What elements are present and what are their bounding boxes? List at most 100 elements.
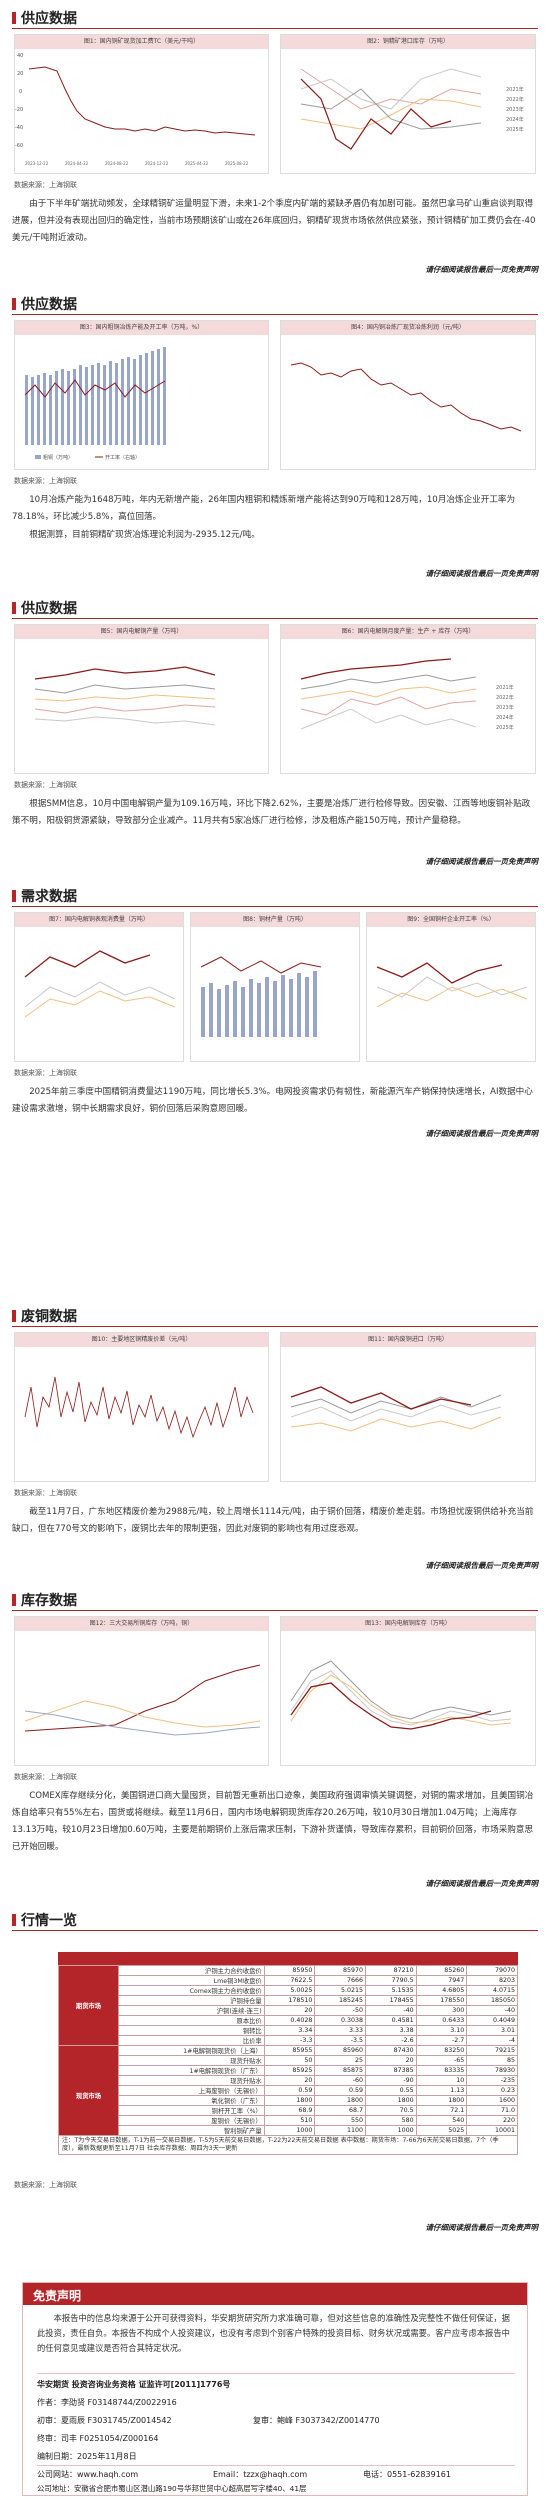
table-cell: 68.9 bbox=[263, 2105, 316, 2116]
table-cell: 540 bbox=[415, 2115, 468, 2126]
row-label: 沪铜(连续-连三) bbox=[118, 2005, 265, 2016]
chart-smelt-profit: 图4：国内铜冶炼厂现货冶炼利润（元/吨） bbox=[280, 320, 536, 470]
legend-label: 2022年 bbox=[496, 694, 514, 701]
table-row: 现货升贴水 20 -60 -90 10 -235 bbox=[59, 2075, 518, 2086]
table-cell: 68.7 bbox=[314, 2105, 366, 2116]
table-row: 现货升贴水 50 25 20 -65 85 bbox=[59, 2055, 518, 2066]
disclaimer-note: 请仔细阅读报告最后一页免责声明 bbox=[425, 569, 539, 578]
series-2023 bbox=[300, 98, 482, 130]
table-cell: 85970 bbox=[314, 1965, 366, 1976]
table-cell: 1000 bbox=[365, 2125, 417, 2136]
section-divider bbox=[12, 1326, 538, 1327]
table-cell: 85925 bbox=[263, 2065, 316, 2076]
table-cell: 1000 bbox=[263, 2125, 316, 2136]
quote-table: 期货市场 沪铜主力合约收盘价 85950 85970 87210 85260 79070 Lm… bbox=[58, 1965, 518, 2146]
row-group-label: 现货市场 bbox=[58, 2045, 119, 2146]
chart-title: 图2：铜精矿港口库存（万吨） bbox=[281, 35, 535, 49]
row-label: 原本比价 bbox=[118, 2015, 265, 2026]
chart-title: 图5：国内电解铜产量（万吨） bbox=[15, 625, 268, 639]
company-email[interactable]: Email：tzzx@haqh.com bbox=[213, 2470, 308, 2479]
section-title: 需求数据 bbox=[12, 886, 77, 906]
row-label: 沪铜持仓量 bbox=[118, 1995, 265, 2006]
chart-title: 图3：国内粗铜冶炼产能及开工率（万吨，%） bbox=[15, 321, 268, 335]
disclaimer-note: 请仔细阅读报告最后一页免责声明 bbox=[425, 1879, 539, 1888]
table-cell: 0.4028 bbox=[263, 2015, 316, 2026]
table-row: 沪铜持仓量 178510 185245 178455 178550 185050 bbox=[59, 1995, 518, 2006]
table-cell: 85960 bbox=[314, 2045, 366, 2056]
table-cell: 20 bbox=[365, 2055, 417, 2066]
table-cell: 1600 bbox=[466, 2095, 518, 2106]
chart-cathode-monthly: 图6：国内电解铜月度产量：生产 + 库存（万吨） 2021年 2022年 202… bbox=[280, 624, 536, 774]
table-cell: -3.5 bbox=[314, 2035, 366, 2046]
chart-title: 图9：全国铜杆企业开工率（%） bbox=[367, 913, 535, 927]
chart-smelt-capacity: 图3：国内粗铜冶炼产能及开工率（万吨，%） 粗铜（万吨） 开工率（右轴） bbox=[14, 320, 269, 470]
table-cell: 1800 bbox=[365, 2095, 417, 2106]
chart-consumption-plot bbox=[24, 950, 176, 1018]
table-row: 现货市场 1#电解铜铜现货价（上海） 85955 85960 87430 83250 792… bbox=[58, 2045, 518, 2146]
table-row: 铜转比 3.34 3.33 3.38 3.10 3.01 bbox=[59, 2025, 518, 2036]
legend-label: 开工率（右轴） bbox=[105, 454, 140, 461]
chart-port-inventory: 图2：铜精矿港口库存（万吨） 2021年 2022年 2023年 2024年 2… bbox=[280, 34, 536, 174]
section-title: 供应数据 bbox=[12, 598, 77, 618]
table-cell: 25 bbox=[314, 2055, 366, 2066]
table-cell: 10 bbox=[415, 2075, 468, 2086]
table-cell: 0.59 bbox=[263, 2085, 316, 2096]
table-cell: 7947 bbox=[415, 1975, 468, 1986]
table-cell: 0.6433 bbox=[415, 2015, 468, 2026]
table-cell: 71.0 bbox=[466, 2105, 518, 2116]
table-cell: 4.6805 bbox=[415, 1985, 468, 1996]
section-title: 行情一览 bbox=[12, 1910, 77, 1930]
row-label: 铜转比 bbox=[118, 2025, 265, 2036]
company-website[interactable]: 公司网站：www.haqh.com bbox=[37, 2470, 139, 2479]
disclaimer-note: 请仔细阅读报告最后一页免责声明 bbox=[425, 1129, 539, 1138]
legend-label: 粗铜（万吨） bbox=[43, 454, 73, 461]
section-title: 废铜数据 bbox=[12, 1306, 77, 1326]
chart-rod-utilization: 图9：全国铜杆企业开工率（%） bbox=[366, 912, 536, 1062]
table-row: Lme铜3M收盘价 7622.5 7666 7790.5 7947 8203 bbox=[59, 1975, 518, 1986]
paragraph: 10月冶炼产能为1648万吨，年内无新增产能，26年国内粗铜和精炼新增产能将达到… bbox=[12, 495, 516, 522]
chart-title: 图11：国内废铜进口（万吨） bbox=[281, 1333, 535, 1347]
table-cell: 8203 bbox=[466, 1975, 518, 1986]
chart-products-plot bbox=[200, 956, 322, 1037]
x-tick: 2025-04-22 bbox=[185, 161, 209, 166]
y-tick: 0 bbox=[19, 89, 22, 95]
table-row: 上海废铜价（无锡价） 0.59 0.59 0.55 1.13 0.23 bbox=[59, 2085, 518, 2096]
compile-date: 编制日期：2025年11月8日 bbox=[37, 2452, 137, 2461]
data-source: 数据来源：上海钢联 bbox=[14, 1489, 77, 1497]
legend-label: 2025年 bbox=[496, 724, 514, 731]
table-cell: 0.59 bbox=[314, 2085, 366, 2096]
table-row: 智利铜矿产量 1000 1100 1000 5025 10001 bbox=[59, 2125, 518, 2136]
chart-port-plot: 2021年 2022年 2023年 2024年 2025年 bbox=[300, 68, 524, 150]
legend-2022: 2022年 bbox=[506, 96, 524, 103]
table-cell: -2.7 bbox=[415, 2035, 468, 2046]
chart-title: 图8：铜材产量（万吨） bbox=[191, 913, 359, 927]
y-tick: -20 bbox=[15, 107, 23, 113]
table-cell: 550 bbox=[314, 2115, 366, 2126]
chart-title: 图10：主要地区铜精废价差（元/吨） bbox=[15, 1333, 268, 1347]
x-tick: 2023-12-22 bbox=[25, 161, 49, 166]
legend-2023: 2023年 bbox=[506, 106, 524, 113]
paragraph: COMEX库存继续分化，美国铜进口商大量囤货，目前暂无重新出口迹象，美国政府强调… bbox=[12, 1791, 534, 1852]
table-cell: 0.23 bbox=[466, 2085, 518, 2096]
table-cell: 7790.5 bbox=[365, 1975, 417, 1986]
table-cell: 0.55 bbox=[365, 2085, 417, 2096]
table-cell: -60 bbox=[314, 2075, 366, 2086]
divider bbox=[37, 2465, 515, 2466]
chart-domestic-plot bbox=[290, 1660, 512, 1730]
spread-line bbox=[24, 1376, 254, 1439]
chart-title: 图13：国内电解铜库存（万吨） bbox=[281, 1617, 535, 1631]
disclaimer-text: 本报告中的信息均来源于公开可获得资料，华安期货研究所力求准确可靠，但对这些信息的… bbox=[37, 2313, 510, 2353]
row-label: 1#电解铜铜现货价（上海） bbox=[118, 2045, 265, 2056]
data-source: 数据来源：上海钢联 bbox=[14, 781, 77, 789]
table-cell: 72.1 bbox=[415, 2105, 468, 2116]
table-cell: 1800 bbox=[263, 2095, 316, 2106]
section-divider bbox=[12, 314, 538, 315]
table-cell: 0.3038 bbox=[314, 2015, 366, 2026]
table-cell: 50 bbox=[263, 2055, 316, 2066]
section-divider bbox=[12, 906, 538, 907]
table-cell: 85875 bbox=[314, 2065, 366, 2076]
table-cell: 1800 bbox=[314, 2095, 366, 2106]
table-cell: 78930 bbox=[466, 2065, 518, 2076]
chart-scrap-imports: 图11：国内废铜进口（万吨） bbox=[280, 1332, 536, 1482]
table-row: 废铜价（无锡价） 510 550 580 540 220 bbox=[59, 2115, 518, 2126]
